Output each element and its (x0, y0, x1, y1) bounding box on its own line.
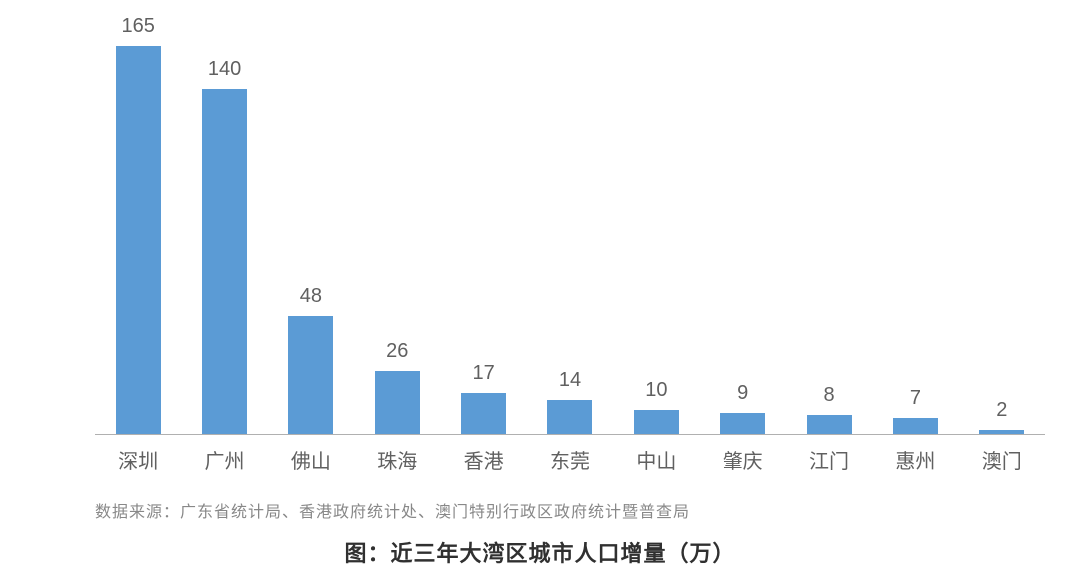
bar-slot: 14 (527, 15, 613, 435)
plot-area: 165 140 48 26 17 14 10 9 8 7 2 (95, 15, 1045, 435)
bar-value-label: 26 (386, 340, 408, 363)
x-axis-label: 肇庆 (700, 445, 786, 474)
bar-value-label: 17 (472, 362, 494, 385)
data-source-text: 数据来源：广东省统计局、香港政府统计处、澳门特别行政区政府统计暨普查局 (95, 498, 690, 522)
bar (720, 413, 765, 435)
bar-value-label: 14 (559, 369, 581, 392)
bar-value-label: 10 (645, 379, 667, 402)
bar-slot: 17 (440, 15, 526, 435)
bar-slot: 48 (268, 15, 354, 435)
bar-value-label: 2 (996, 399, 1007, 422)
bar (634, 410, 679, 435)
x-axis-label: 深圳 (95, 445, 181, 474)
bar-slot: 8 (786, 15, 872, 435)
x-axis-label: 中山 (613, 445, 699, 474)
bar (547, 400, 592, 435)
chart-title: 图：近三年大湾区城市人口增量（万） (0, 536, 1080, 568)
bar (288, 316, 333, 435)
x-axis-label: 惠州 (872, 445, 958, 474)
bar-value-label: 48 (300, 285, 322, 308)
bar (893, 418, 938, 435)
bar (807, 415, 852, 435)
x-axis-baseline (95, 434, 1045, 435)
x-axis-label: 江门 (786, 445, 872, 474)
bar-slot: 2 (959, 15, 1045, 435)
x-axis-labels: 深圳广州佛山珠海香港东莞中山肇庆江门惠州澳门 (95, 445, 1045, 474)
bar (116, 46, 161, 435)
bar-slot: 165 (95, 15, 181, 435)
bar-value-label: 8 (823, 384, 834, 407)
bar (202, 89, 247, 435)
bar-slot: 9 (700, 15, 786, 435)
bars-group: 165 140 48 26 17 14 10 9 8 7 2 (95, 15, 1045, 435)
x-axis-label: 澳门 (959, 445, 1045, 474)
bar (461, 393, 506, 435)
bar-slot: 26 (354, 15, 440, 435)
bar-value-label: 140 (208, 58, 241, 81)
chart-container: 165 140 48 26 17 14 10 9 8 7 2 深圳广州佛山珠海香港东莞中山肇庆江门惠… (0, 0, 1080, 573)
bar-slot: 7 (872, 15, 958, 435)
bar-value-label: 165 (121, 15, 154, 38)
bar (375, 371, 420, 435)
bar-slot: 140 (181, 15, 267, 435)
x-axis-label: 珠海 (354, 445, 440, 474)
x-axis-label: 广州 (181, 445, 267, 474)
bar-value-label: 7 (910, 387, 921, 410)
x-axis-label: 东莞 (527, 445, 613, 474)
bar-value-label: 9 (737, 382, 748, 405)
x-axis-label: 佛山 (268, 445, 354, 474)
bar-slot: 10 (613, 15, 699, 435)
x-axis-label: 香港 (440, 445, 526, 474)
